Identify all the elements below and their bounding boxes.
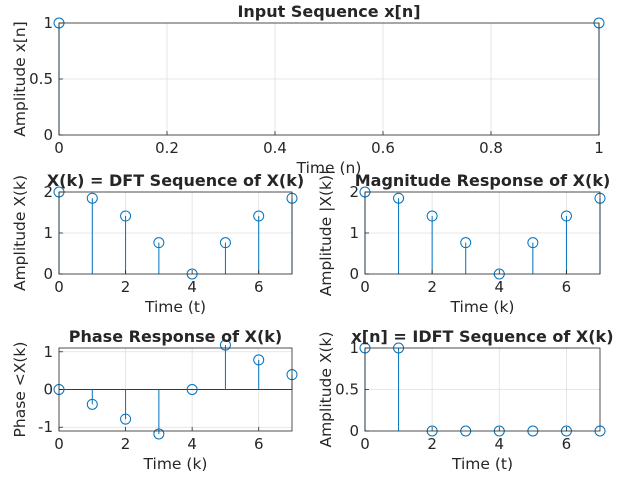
y-tick-label: 0.5 — [29, 70, 53, 88]
stem-marker — [560, 210, 572, 222]
x-axis-label: Time (n) — [296, 159, 362, 177]
x-axis-label: Time (k) — [143, 455, 208, 473]
subplot-title: x[n] = IDFT Sequence of X(k) — [351, 327, 613, 346]
stem-marker — [120, 413, 132, 425]
x-tick-label: 0.6 — [371, 139, 395, 157]
subplot-title: X(k) = DFT Sequence of X(k) — [47, 171, 304, 190]
x-tick-label: 6 — [562, 278, 572, 296]
y-axis-label: Amplitude X(k) — [11, 175, 29, 291]
y-tick-label: 2 — [349, 183, 359, 201]
x-tick-label: 0 — [54, 278, 64, 296]
x-tick-label: 2 — [121, 435, 131, 453]
y-tick-label: 1 — [43, 343, 53, 361]
x-tick-label: 4 — [495, 278, 505, 296]
y-axis-label: Amplitude X(k) — [317, 331, 335, 447]
x-tick-label: 0 — [54, 435, 64, 453]
x-tick-label: 2 — [121, 278, 131, 296]
stem-marker — [393, 192, 405, 204]
x-tick-label: 0.4 — [263, 139, 287, 157]
x-axis-label: Time (t) — [451, 455, 513, 473]
x-tick-label: 2 — [427, 435, 437, 453]
x-tick-label: 6 — [254, 278, 264, 296]
stem-marker — [253, 210, 265, 222]
subplot-3: 0 2 4 6 0 1 2 Time (k) Amplitude |X(k)| Magnitude… — [317, 170, 610, 316]
subplot-title: Phase Response of X(k) — [69, 327, 282, 346]
stem-marker — [86, 398, 98, 410]
stem-marker — [426, 210, 438, 222]
x-tick-label: 0.2 — [155, 139, 179, 157]
y-axis-label: Amplitude |X(k)| — [317, 170, 335, 297]
y-tick-label: 1 — [43, 14, 53, 32]
subplot-5: 0 2 4 6 0 0.5 1 Time (t) Amplitude X(k) x[n] = ID… — [317, 327, 614, 473]
x-tick-label: 0.8 — [479, 139, 503, 157]
stem-marker — [86, 192, 98, 204]
x-tick-label: 1 — [594, 139, 604, 157]
stem-marker — [153, 237, 165, 249]
stem-marker — [527, 237, 539, 249]
x-tick-label: 0 — [54, 139, 64, 157]
x-tick-label: 4 — [495, 435, 505, 453]
y-axis-label: Phase <X(k) — [11, 342, 29, 438]
stem-marker — [186, 384, 198, 395]
y-tick-label: 0 — [43, 265, 53, 283]
y-tick-label: 1 — [349, 224, 359, 242]
y-tick-label: 0 — [43, 126, 53, 144]
y-tick-label: 1 — [43, 224, 53, 242]
x-tick-label: 4 — [187, 435, 197, 453]
y-tick-label: 0.5 — [335, 381, 359, 399]
subplot-2: 0 2 4 6 0 1 2 Time (t) Amplitude X(k) X(k) = DFT … — [11, 171, 304, 316]
stem-marker — [153, 428, 165, 440]
y-tick-label: 2 — [43, 183, 53, 201]
stem-marker — [120, 210, 132, 222]
y-tick-label: -1 — [38, 418, 53, 436]
x-tick-label: 6 — [254, 435, 264, 453]
subplot-1: 0 0.2 0.4 0.6 0.8 1 0 0.5 1 Time (n) Amplitude x[n… — [11, 2, 605, 177]
x-tick-label: 0 — [360, 278, 370, 296]
x-axis-label: Time (t) — [144, 298, 206, 316]
stem-marker — [219, 237, 231, 249]
y-tick-label: 0 — [43, 381, 53, 399]
x-axis-label: Time (k) — [450, 298, 515, 316]
stem-marker — [253, 354, 265, 366]
y-tick-label: 0 — [349, 422, 359, 440]
x-tick-label: 2 — [427, 278, 437, 296]
subplot-title: Magnitude Response of X(k) — [355, 171, 611, 190]
stem-marker — [460, 237, 472, 249]
x-tick-label: 4 — [187, 278, 197, 296]
subplot-title: Input Sequence x[n] — [237, 2, 420, 21]
x-tick-label: 6 — [562, 435, 572, 453]
y-axis-label: Amplitude x[n] — [11, 21, 29, 136]
y-tick-label: 0 — [349, 265, 359, 283]
y-tick-label: 1 — [349, 339, 359, 357]
stem-marker — [219, 339, 231, 351]
x-tick-label: 0 — [360, 435, 370, 453]
